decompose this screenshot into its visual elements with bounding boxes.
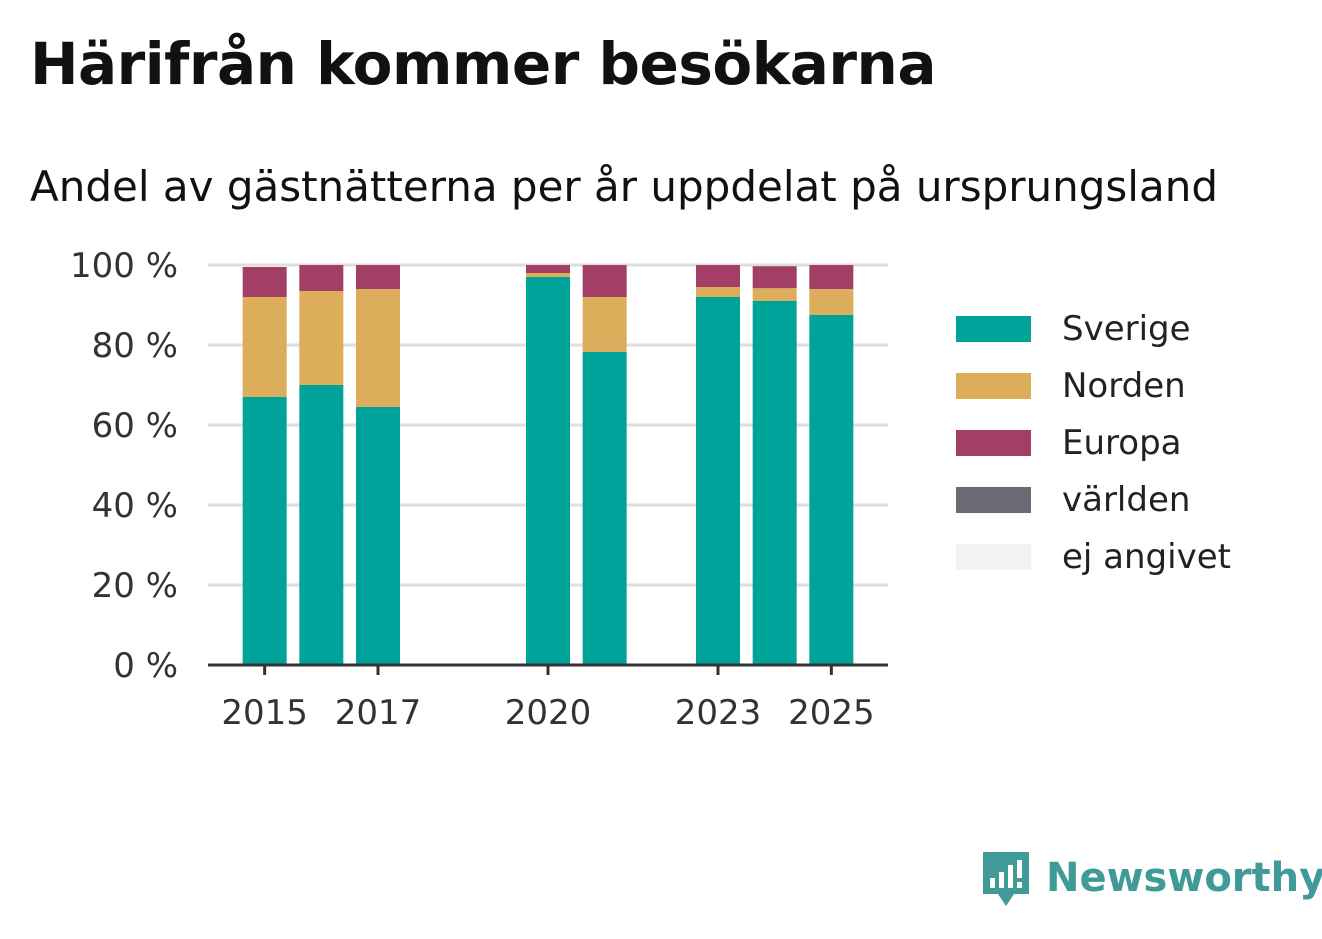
legend-swatch	[956, 429, 1031, 456]
y-tick-label: 0 %	[113, 646, 178, 686]
bar-segment	[299, 291, 344, 385]
y-tick-label: 20 %	[92, 566, 178, 606]
x-tick-label: 2020	[505, 693, 592, 733]
x-tick-label: 2025	[788, 693, 875, 733]
bar-segment	[752, 301, 797, 665]
bar-segment	[242, 397, 287, 665]
legend-label: världen	[1062, 479, 1191, 520]
bar-segment	[696, 265, 740, 287]
bar-segment	[752, 266, 797, 289]
legend-swatch	[956, 486, 1031, 513]
stacked-bar-chart: 0 % 20 % 40 % 60 % 80 % 100 % 2015 2017 2020 2023…	[70, 246, 888, 733]
brand-name: Newsworthy	[1046, 855, 1322, 901]
legend-swatch	[956, 543, 1031, 570]
bar-segment	[752, 288, 797, 301]
y-tick-label: 80 %	[92, 326, 178, 366]
bar-segment	[526, 277, 570, 665]
chart-subtitle: Andel av gästnätterna per år uppdelat på…	[30, 162, 1218, 211]
chart-title: Härifrån kommer besökarna	[30, 30, 936, 98]
legend-label: Sverige	[1062, 308, 1191, 349]
bar-segment	[696, 287, 740, 297]
bar-segment	[809, 265, 854, 289]
y-tick-label: 40 %	[92, 486, 178, 526]
bar-segment	[242, 267, 287, 297]
legend-label: Norden	[1062, 365, 1186, 406]
bar-segment	[809, 289, 854, 315]
y-tick-label: 100 %	[70, 246, 178, 286]
legend-label: ej angivet	[1062, 536, 1231, 577]
legend-item: Europa	[956, 414, 1231, 471]
bar-segment	[696, 297, 740, 665]
bar-segment	[526, 265, 570, 273]
bar-segment	[582, 351, 627, 665]
bar-segment	[299, 265, 344, 291]
bar-segment	[809, 315, 854, 665]
bar-segment	[242, 297, 287, 397]
legend-item: världen	[956, 471, 1231, 528]
legend-swatch	[956, 315, 1031, 342]
legend-item: ej angivet	[956, 528, 1231, 585]
x-tick-label: 2015	[221, 693, 308, 733]
x-tick-label: 2017	[335, 693, 422, 733]
bar-segment	[356, 265, 400, 289]
bar-segment	[582, 265, 627, 297]
y-tick-label: 60 %	[92, 406, 178, 446]
bar-segment	[356, 289, 400, 407]
newsworthy-logo-icon	[983, 852, 1029, 906]
brand-logo: Newsworthy	[980, 848, 1322, 908]
legend-item: Sverige	[956, 300, 1231, 357]
bar-segment	[356, 407, 400, 665]
bar-segment	[582, 297, 627, 352]
bar-segment	[526, 273, 570, 277]
legend-swatch	[956, 372, 1031, 399]
x-tick-label: 2023	[675, 693, 762, 733]
legend-item: Norden	[956, 357, 1231, 414]
bar-segment	[299, 385, 344, 665]
chart-legend: Sverige Norden Europa världen ej angivet	[956, 300, 1231, 585]
legend-label: Europa	[1062, 422, 1182, 463]
